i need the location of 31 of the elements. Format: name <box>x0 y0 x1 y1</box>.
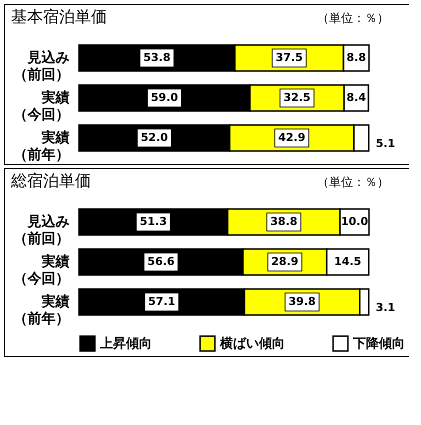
chart-title: 総宿泊単価 <box>10 171 91 190</box>
legend-label: 下降傾向 <box>352 336 405 352</box>
data-label: 14.5 <box>334 255 362 268</box>
y-tick-label: 見込み（前回） <box>14 214 70 247</box>
data-label: 10.0 <box>340 215 368 228</box>
y-tick-label: 実績（今回） <box>14 89 70 123</box>
text: （単位：％） <box>317 11 389 25</box>
data-label: 57.1 <box>148 295 176 308</box>
data-label: 32.5 <box>283 91 311 104</box>
data-label: 8.4 <box>346 91 366 104</box>
legend-label: 上昇傾向 <box>99 336 152 352</box>
data-label: 3.1 <box>376 301 396 314</box>
data-label: 53.8 <box>143 51 170 64</box>
legend-label: 横ばい傾向 <box>219 336 285 352</box>
data-label: 8.8 <box>346 51 366 64</box>
y-tick-label: 実績（前年） <box>14 293 70 327</box>
data-label: 37.5 <box>276 51 303 64</box>
chart-title: 基本宿泊単価 <box>11 7 107 26</box>
text: （単位：％） <box>317 175 389 189</box>
data-label: 28.9 <box>271 255 298 268</box>
data-label: 52.0 <box>140 131 168 144</box>
data-label: 42.9 <box>278 131 306 144</box>
data-label: 5.1 <box>376 137 396 150</box>
y-tick-label: 実績（前年） <box>14 129 70 163</box>
data-label: 51.3 <box>140 215 167 228</box>
y-tick-label: 実績（今回） <box>14 253 70 287</box>
data-label: 38.8 <box>270 215 298 228</box>
y-tick-label: 見込み（前回） <box>14 50 70 83</box>
data-label: 39.8 <box>288 295 316 308</box>
data-label: 56.6 <box>147 255 175 268</box>
data-label: 59.0 <box>150 91 178 104</box>
